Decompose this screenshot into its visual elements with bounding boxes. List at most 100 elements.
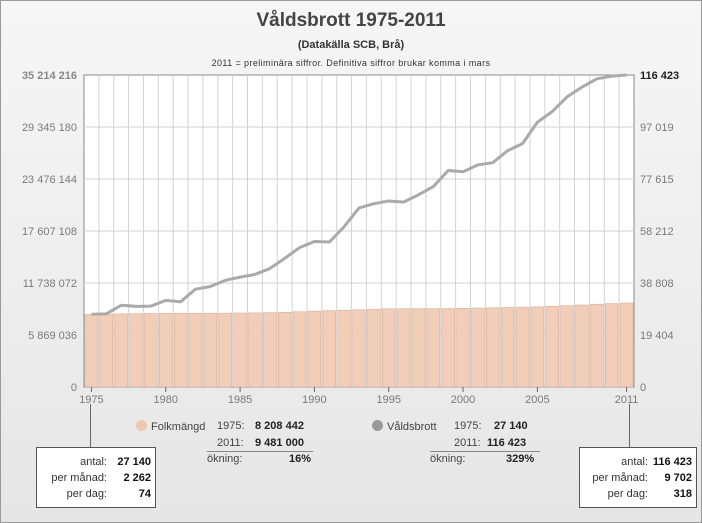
population-bar: [218, 312, 232, 388]
right-axis-tick-label: 77 615: [640, 174, 674, 186]
population-bar: [248, 312, 262, 388]
legend-crime: Våldsbrott: [372, 420, 437, 433]
population-bar: [99, 313, 114, 388]
left-axis-tick-label: 5 869 036: [28, 330, 77, 342]
population-bar: [619, 302, 634, 388]
x-axis-tick-label: 1995: [376, 394, 400, 406]
infobox-1975-month-label: per månad:: [51, 472, 107, 484]
x-axis-tick-label: 1985: [228, 394, 252, 406]
population-bar: [500, 307, 515, 388]
right-axis-tick-label: 97 019: [640, 122, 674, 134]
population-bar: [307, 310, 322, 388]
legend-crime-2011-label: 2011:: [454, 437, 481, 449]
x-axis-tick-label: 1980: [154, 394, 178, 406]
connector-left: [90, 404, 91, 447]
population-bar: [560, 305, 574, 388]
population-bar: [411, 308, 426, 388]
population-bar: [352, 309, 366, 388]
left-axis-tick-label: 23 476 144: [22, 174, 77, 186]
population-bar: [129, 313, 143, 388]
infobox-1975-day: 74: [138, 488, 151, 500]
infobox-2011-day: 318: [673, 488, 692, 500]
legend-crime-1975-value: 27 140: [494, 420, 528, 432]
crime-line: [91, 73, 627, 316]
population-bar: [441, 308, 455, 388]
population-bar: [263, 312, 277, 388]
left-axis-tick-label: 0: [71, 382, 77, 394]
population-swatch: [136, 420, 147, 431]
infobox-1975-day-label: per dag:: [66, 488, 107, 500]
right-axis-tick-label: 116 423: [640, 70, 679, 82]
population-bar: [233, 312, 247, 388]
legend-population-2011-label: 2011:: [217, 437, 244, 449]
connector-right: [629, 404, 630, 447]
infobox-2011: antal: 116 423 per månad: 9 702 per dag: 31…: [579, 447, 697, 508]
population-bar: [203, 312, 218, 388]
population-bar: [322, 310, 337, 388]
x-axis-tick-label: 2000: [451, 394, 475, 406]
legend-crime-1975-label: 1975:: [454, 420, 482, 432]
x-axis-tick-label: 1990: [302, 394, 326, 406]
right-axis-tick-label: 58 212: [640, 226, 674, 238]
chart-subtitle: (Datakälla SCB, Brå): [297, 39, 405, 51]
infobox-2011-month-label: per månad:: [592, 472, 648, 484]
population-bar: [456, 308, 470, 388]
infobox-2011-month: 9 702: [664, 472, 692, 484]
population-bar: [545, 305, 559, 388]
population-bar: [426, 308, 441, 388]
population-bar: [277, 311, 292, 388]
chart-note: 2011 = preliminära siffror. Definitiva s…: [211, 58, 491, 68]
left-axis-tick-label: 29 345 180: [22, 122, 77, 134]
population-bar: [530, 306, 545, 388]
population-bar: [515, 306, 530, 388]
population-bar: [396, 308, 411, 388]
infobox-1975-antal: 27 140: [117, 456, 151, 468]
population-bar: [381, 308, 396, 388]
infobox-1975: antal: 27 140 per månad: 2 262 per dag: 74: [36, 447, 156, 508]
infobox-2011-antal: 116 423: [652, 456, 692, 468]
legend-crime-increase-value: 329%: [506, 453, 535, 465]
legend-population-increase-value: 16%: [289, 453, 312, 465]
population-bar: [173, 312, 188, 388]
population-bar: [188, 312, 203, 388]
chart-title: Våldsbrott 1975-2011: [256, 10, 446, 31]
right-axis-tick-label: 38 808: [640, 278, 674, 290]
population-bar: [590, 303, 604, 388]
population-bar: [575, 304, 589, 388]
left-axis-tick-label: 35 214 216: [22, 70, 77, 82]
infobox-2011-day-label: per dag:: [607, 488, 648, 500]
legend-population: Folkmängd: [136, 420, 205, 433]
crime-swatch: [372, 420, 383, 431]
legend-population-1975-label: 1975:: [217, 420, 245, 432]
infobox-1975-antal-label: antal:: [80, 456, 107, 468]
legend-crime-increase-label: ökning:: [430, 453, 466, 465]
legend-population-2011-value: 9 481 000: [255, 437, 304, 449]
left-axis-tick-label: 17 607 108: [22, 226, 77, 238]
population-bar: [337, 309, 351, 388]
population-bar: [604, 303, 619, 388]
right-axis-tick-label: 0: [640, 382, 646, 394]
left-axis-tick-label: 11 738 072: [23, 278, 77, 290]
legend-crime-2011-value: 116 423: [487, 437, 527, 449]
population-bar: [367, 308, 381, 388]
x-axis-tick-label: 2011: [615, 394, 639, 406]
population-bar: [486, 307, 500, 388]
legend-population-increase-label: ökning:: [207, 453, 243, 465]
legend-population-name: Folkmängd: [151, 421, 206, 433]
population-bar: [159, 313, 173, 388]
infobox-2011-antal-label: antal:: [621, 456, 648, 468]
legend-crime-name: Våldsbrott: [387, 421, 437, 433]
population-bar: [471, 307, 485, 388]
population-bar: [144, 313, 158, 388]
legend-population-1975-value: 8 208 442: [255, 420, 304, 432]
right-axis-tick-label: 19 404: [640, 330, 674, 342]
population-bar: [84, 313, 99, 388]
infobox-1975-month: 2 262: [123, 472, 151, 484]
legend-crime-divider: [430, 451, 540, 452]
x-axis-tick-label: 1975: [79, 394, 103, 406]
population-bar: [114, 313, 128, 388]
legend-population-divider: [207, 451, 313, 452]
x-axis-tick-label: 2005: [525, 394, 549, 406]
population-bar: [292, 311, 307, 388]
